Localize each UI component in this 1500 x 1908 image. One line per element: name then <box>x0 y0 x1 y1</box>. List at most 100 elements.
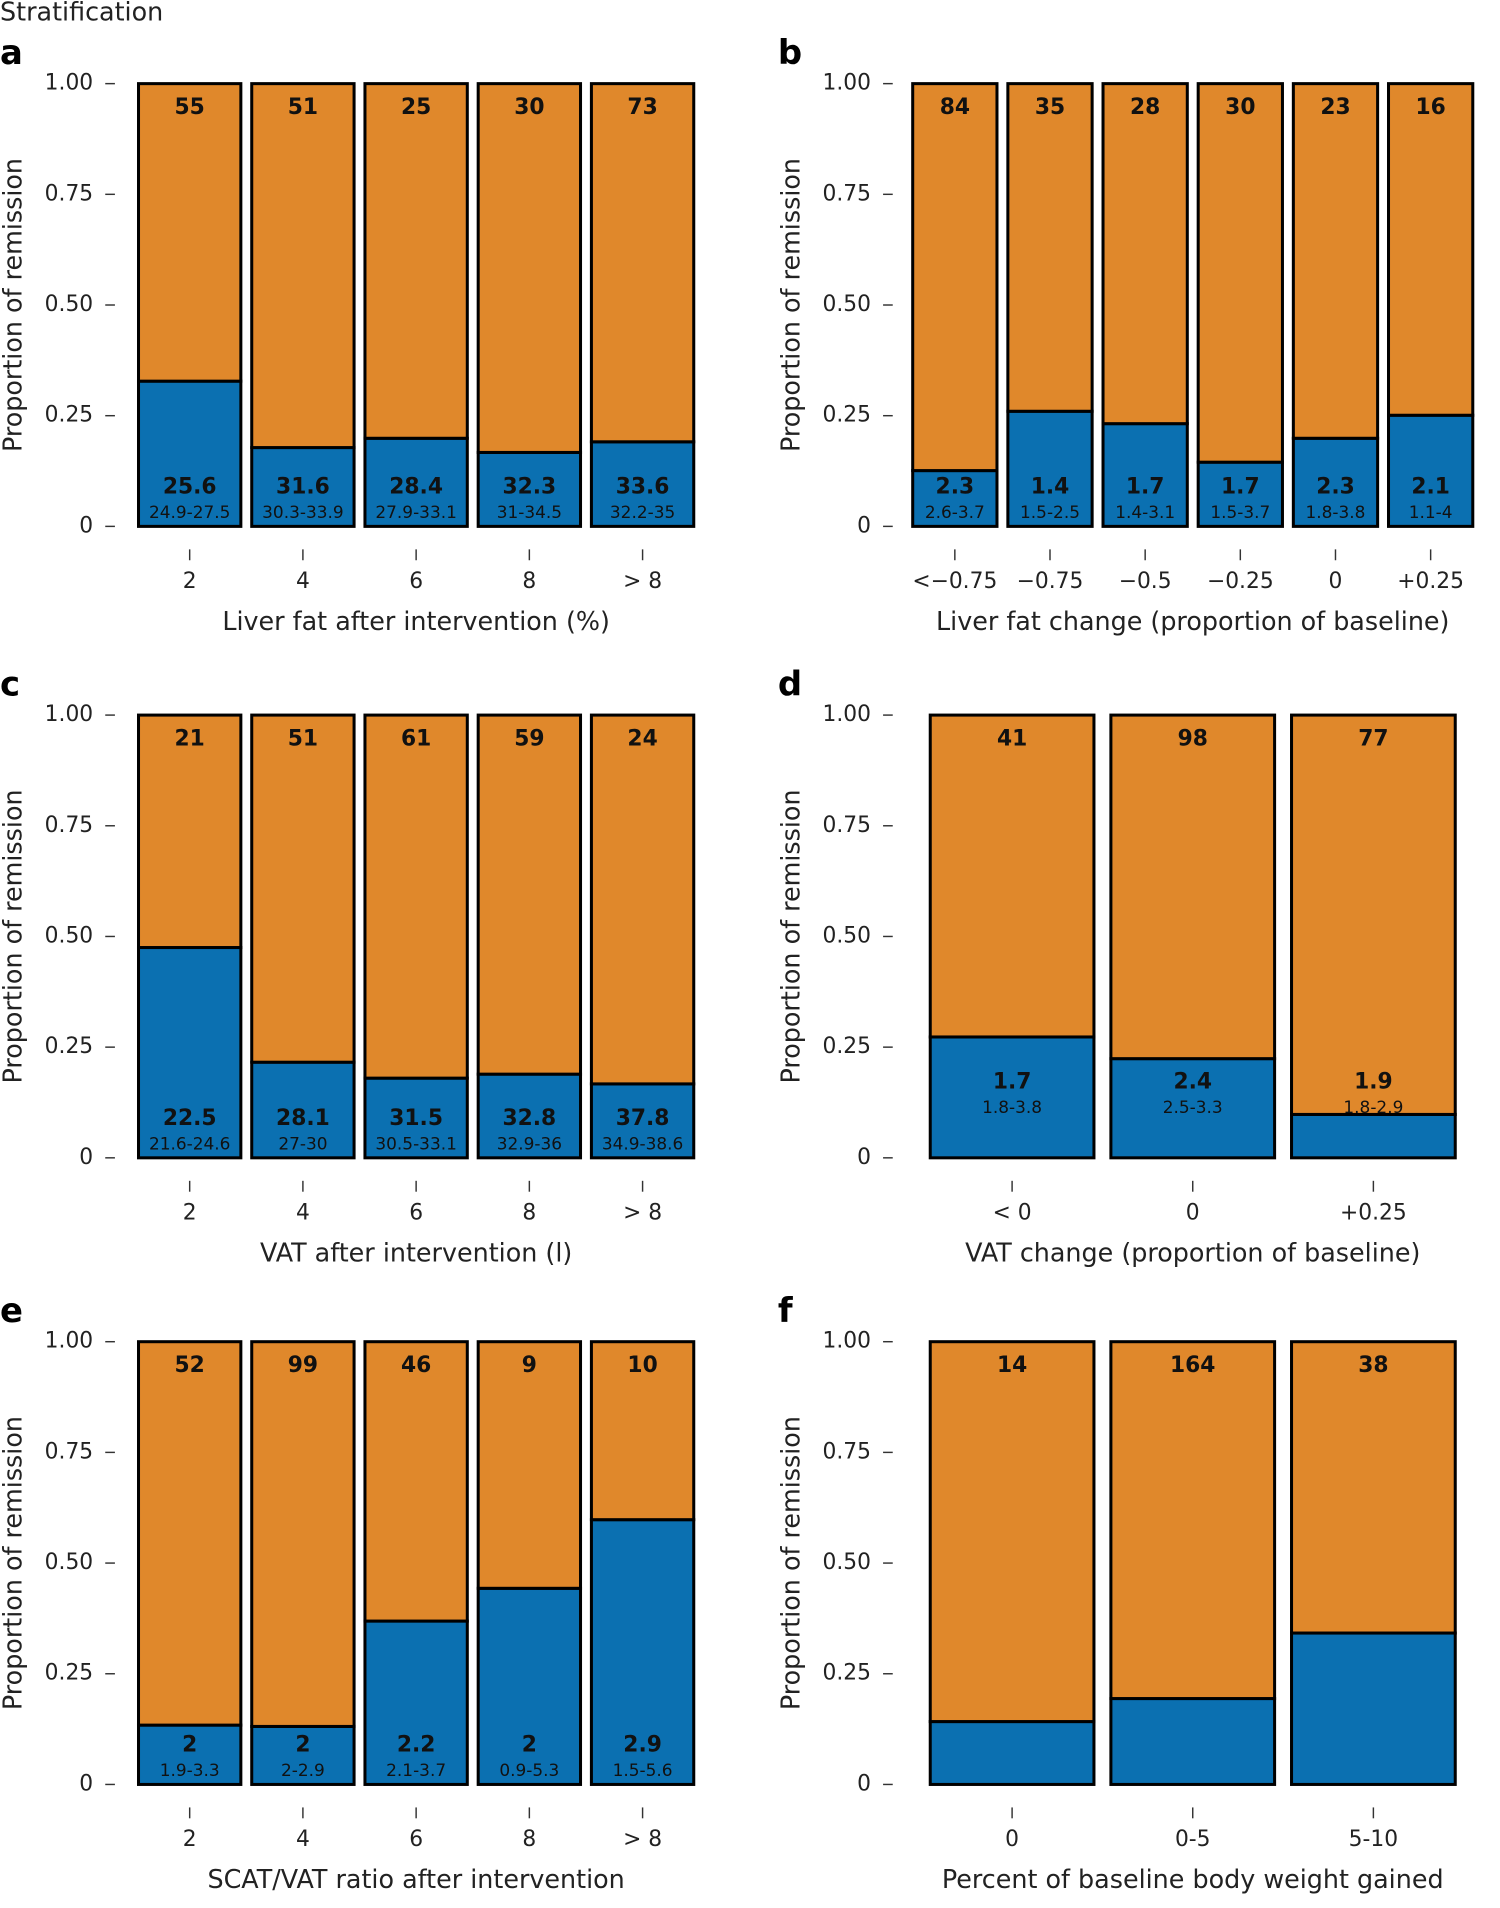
range-label: 1.8-2.9 <box>1343 1097 1403 1117</box>
x-tick-label: −0.75 <box>1017 569 1084 594</box>
y-tick-label: 0.50 <box>822 923 870 948</box>
y-axis-label: Proportion of remission <box>775 789 805 1083</box>
bar-no-remission <box>136 1340 243 1727</box>
y-tick-label: 0.75 <box>45 813 93 838</box>
y-tick-label: 0 <box>79 1771 93 1796</box>
bar-no-remission <box>1101 82 1189 426</box>
count-label: 28 <box>1130 95 1160 120</box>
range-label: 34.9-38.6 <box>602 1134 683 1154</box>
bar-remission <box>1290 1112 1457 1160</box>
bar-no-remission <box>1291 82 1380 440</box>
bar-no-remission <box>363 82 469 440</box>
y-tick-label: 0.50 <box>45 292 93 317</box>
y-tick-label: 0.25 <box>45 1034 93 1059</box>
median-label: 1.7 <box>993 1070 1032 1095</box>
x-tick-label: 0 <box>1005 1827 1019 1852</box>
count-label: 164 <box>1170 1353 1215 1378</box>
x-tick-label: 4 <box>296 1827 310 1852</box>
count-label: 14 <box>997 1353 1027 1378</box>
range-label: 30.3-33.9 <box>262 502 343 522</box>
bar-remission <box>589 1518 696 1786</box>
bar-remission <box>928 1720 1096 1786</box>
range-label: 32.9-36 <box>497 1134 562 1154</box>
bar-no-remission <box>1109 1340 1277 1701</box>
x-tick-label: 4 <box>296 1200 310 1225</box>
count-label: 35 <box>1035 95 1065 120</box>
range-label: 1.4-3.1 <box>1115 502 1175 522</box>
bar-no-remission <box>589 82 696 444</box>
count-label: 98 <box>1178 726 1208 751</box>
bar-no-remission <box>928 713 1096 1039</box>
bar-no-remission <box>1109 713 1277 1061</box>
bar-remission <box>250 446 356 528</box>
y-tick-label: 0.50 <box>822 292 870 317</box>
x-axis-label: Liver fat change (proportion of baseline… <box>936 606 1449 636</box>
panel-label: a <box>0 33 23 72</box>
bar-remission <box>1290 1631 1457 1786</box>
bar-no-remission <box>136 82 243 383</box>
y-tick-label: 0.75 <box>45 181 93 206</box>
panel-label: e <box>0 1291 23 1330</box>
median-label: 37.8 <box>616 1106 670 1131</box>
count-label: 73 <box>627 95 657 120</box>
median-label: 2.2 <box>397 1733 436 1758</box>
bar-no-remission <box>250 1340 356 1728</box>
bar-remission <box>1109 1057 1277 1160</box>
y-tick-label: 1.00 <box>45 71 93 96</box>
panel-label: f <box>778 1291 794 1330</box>
range-label: 0.9-5.3 <box>499 1760 559 1780</box>
bar-no-remission <box>363 1340 469 1623</box>
bar-no-remission <box>250 713 356 1064</box>
x-tick-label: 5-10 <box>1349 1827 1398 1852</box>
x-tick-label: > 8 <box>623 1827 662 1852</box>
x-tick-label: +0.25 <box>1340 1200 1407 1225</box>
bar-remission <box>136 946 243 1160</box>
median-label: 2 <box>522 1733 537 1758</box>
count-label: 38 <box>1358 1353 1388 1378</box>
figure-title: Stratification <box>0 0 163 26</box>
range-label: 24.9-27.5 <box>149 502 230 522</box>
count-label: 30 <box>514 95 544 120</box>
range-label: 30.5-33.1 <box>375 1134 456 1154</box>
count-label: 52 <box>175 1353 205 1378</box>
count-label: 41 <box>997 726 1027 751</box>
y-tick-label: 0 <box>79 1145 93 1170</box>
panel-label: c <box>0 665 20 704</box>
bar-remission <box>136 379 243 528</box>
bar-no-remission <box>363 713 469 1080</box>
count-label: 84 <box>940 95 970 120</box>
range-label: 21.6-24.6 <box>149 1134 230 1154</box>
median-label: 1.7 <box>1221 475 1260 500</box>
bar-no-remission <box>476 1340 583 1590</box>
range-label: 2.1-3.7 <box>386 1760 446 1780</box>
x-tick-label: < 0 <box>993 1200 1032 1225</box>
y-tick-label: 0.50 <box>822 1550 870 1575</box>
median-label: 31.6 <box>276 475 330 500</box>
range-label: 1.5-3.7 <box>1210 502 1270 522</box>
y-tick-label: 0 <box>857 1771 871 1796</box>
y-tick-label: 0 <box>857 513 871 538</box>
count-label: 10 <box>627 1353 657 1378</box>
count-label: 77 <box>1358 726 1388 751</box>
x-tick-label: 0 <box>1186 1200 1200 1225</box>
x-tick-label: > 8 <box>623 569 662 594</box>
count-label: 24 <box>627 726 657 751</box>
median-label: 1.7 <box>1126 475 1165 500</box>
median-label: 2 <box>295 1733 310 1758</box>
x-tick-label: −0.5 <box>1119 569 1172 594</box>
y-axis-label: Proportion of remission <box>0 1416 28 1710</box>
range-label: 2.5-3.3 <box>1163 1097 1223 1117</box>
bar-remission <box>136 1723 243 1786</box>
x-axis-label: SCAT/VAT ratio after intervention <box>207 1864 624 1894</box>
count-label: 30 <box>1225 95 1255 120</box>
median-label: 2.3 <box>936 475 975 500</box>
range-label: 31-34.5 <box>497 502 562 522</box>
y-axis-label: Proportion of remission <box>0 158 28 452</box>
y-axis-label: Proportion of remission <box>0 789 28 1083</box>
bar-remission <box>1386 413 1475 528</box>
median-label: 2 <box>182 1733 197 1758</box>
y-tick-label: 0.25 <box>822 1034 870 1059</box>
count-label: 59 <box>514 726 544 751</box>
y-tick-label: 0.25 <box>822 1661 870 1686</box>
x-tick-label: 0 <box>1329 569 1343 594</box>
